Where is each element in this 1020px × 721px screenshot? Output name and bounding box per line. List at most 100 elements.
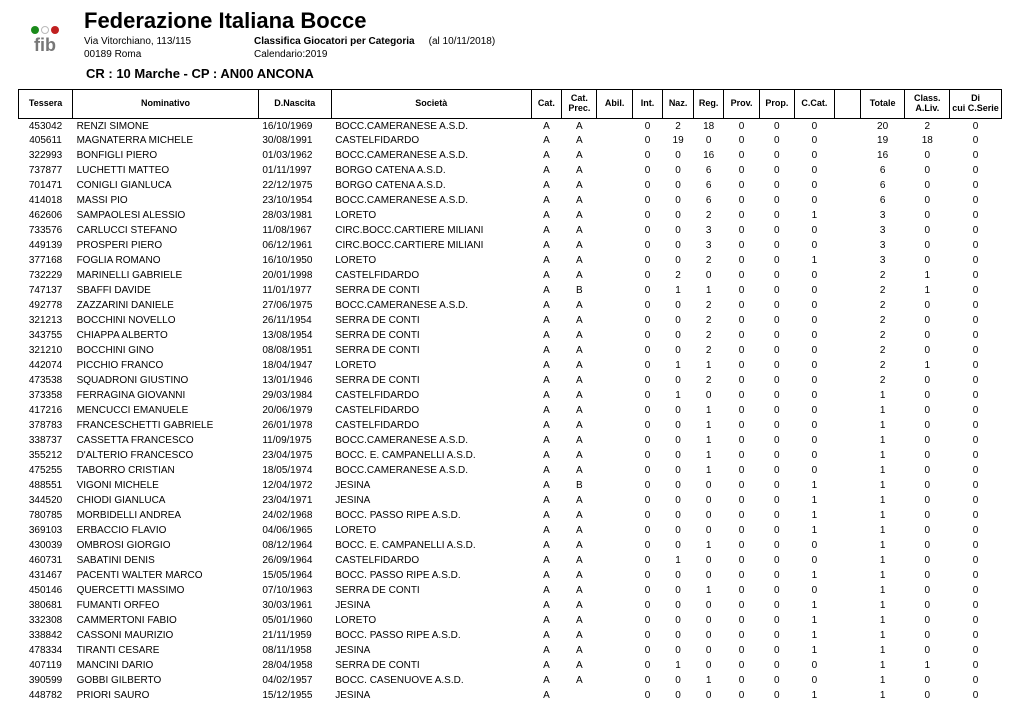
- cell-cat: A: [531, 268, 562, 283]
- cell-prov: 0: [724, 583, 759, 598]
- cell-nome: PICCHIO FRANCO: [73, 358, 259, 373]
- cell-cserie: 0: [950, 553, 1002, 568]
- cell-prov: 0: [724, 253, 759, 268]
- cell-soc: BOCC.CAMERANESE A.S.D.: [331, 148, 531, 163]
- cell-catp: A: [562, 418, 597, 433]
- cell-prop: 0: [759, 178, 794, 193]
- cell-tessera: 488551: [19, 478, 73, 493]
- cell-naz: 0: [663, 493, 694, 508]
- cell-prov: 0: [724, 538, 759, 553]
- cell-prov: 0: [724, 673, 759, 688]
- cell-dn: 11/09/1975: [258, 433, 331, 448]
- cell-prov: 0: [724, 433, 759, 448]
- cell-cserie: 0: [950, 223, 1002, 238]
- cell-prov: 0: [724, 298, 759, 313]
- cell-intp: 0: [632, 643, 663, 658]
- cell-catp: A: [562, 148, 597, 163]
- cell-tessera: 448782: [19, 688, 73, 703]
- table-row: 377168FOGLIA ROMANO16/10/1950LORETOAA002…: [19, 253, 1002, 268]
- cell-cserie: 0: [950, 523, 1002, 538]
- cell-catp: A: [562, 583, 597, 598]
- cell-soc: BOCC.CAMERANESE A.S.D.: [331, 433, 531, 448]
- cell-reg: 18: [693, 118, 724, 133]
- cell-cat: A: [531, 568, 562, 583]
- cell-abil: [597, 523, 632, 538]
- cell-tessera: 732229: [19, 268, 73, 283]
- cell-blank: [834, 553, 860, 568]
- cell-nome: CASSETTA FRANCESCO: [73, 433, 259, 448]
- cell-nome: CHIODI GIANLUCA: [73, 493, 259, 508]
- cell-cat: A: [531, 478, 562, 493]
- cell-blank: [834, 133, 860, 148]
- cell-intp: 0: [632, 583, 663, 598]
- cell-reg: 0: [693, 133, 724, 148]
- cell-nome: PACENTI WALTER MARCO: [73, 568, 259, 583]
- table-row: 338842CASSONI MAURIZIO21/11/1959BOCC. PA…: [19, 628, 1002, 643]
- cell-prov: 0: [724, 523, 759, 538]
- table-row: 321210BOCCHINI GINO08/08/1951SERRA DE CO…: [19, 343, 1002, 358]
- cell-soc: BOCC. CASENUOVE A.S.D.: [331, 673, 531, 688]
- cell-naz: 0: [663, 508, 694, 523]
- cell-tot: 1: [860, 688, 905, 703]
- cell-prop: 0: [759, 208, 794, 223]
- cell-ccat: 1: [794, 508, 834, 523]
- cell-blank: [834, 418, 860, 433]
- table-row: 462606SAMPAOLESI ALESSIO28/03/1981LORETO…: [19, 208, 1002, 223]
- cell-catp: A: [562, 598, 597, 613]
- cell-prop: 0: [759, 253, 794, 268]
- cell-abil: [597, 433, 632, 448]
- cell-nome: MORBIDELLI ANDREA: [73, 508, 259, 523]
- cell-intp: 0: [632, 253, 663, 268]
- cell-soc: LORETO: [331, 253, 531, 268]
- cell-soc: CIRC.BOCC.CARTIERE MILIANI: [331, 223, 531, 238]
- cell-prop: 0: [759, 688, 794, 703]
- cell-tot: 1: [860, 463, 905, 478]
- cell-naz: 0: [663, 373, 694, 388]
- cell-naz: 0: [663, 178, 694, 193]
- cell-classl: 0: [905, 598, 950, 613]
- cell-tot: 1: [860, 568, 905, 583]
- table-header-row: TesseraNominativoD.NascitaSocietàCat.Cat…: [19, 90, 1002, 119]
- cell-naz: 0: [663, 688, 694, 703]
- cell-intp: 0: [632, 193, 663, 208]
- cell-prov: 0: [724, 598, 759, 613]
- cell-tessera: 449139: [19, 238, 73, 253]
- cell-ccat: 1: [794, 613, 834, 628]
- cell-cserie: 0: [950, 253, 1002, 268]
- cell-prov: 0: [724, 343, 759, 358]
- cell-abil: [597, 493, 632, 508]
- cell-nome: VIGONI MICHELE: [73, 478, 259, 493]
- cell-nome: FOGLIA ROMANO: [73, 253, 259, 268]
- cell-tessera: 380681: [19, 598, 73, 613]
- cell-nome: MENCUCCI EMANUELE: [73, 403, 259, 418]
- cell-tot: 19: [860, 133, 905, 148]
- cell-naz: 0: [663, 538, 694, 553]
- cell-prov: 0: [724, 508, 759, 523]
- cell-classl: 0: [905, 193, 950, 208]
- cell-nome: GOBBI GILBERTO: [73, 673, 259, 688]
- cell-tot: 1: [860, 418, 905, 433]
- cell-tot: 3: [860, 208, 905, 223]
- cell-abil: [597, 253, 632, 268]
- cell-soc: CASTELFIDARDO: [331, 388, 531, 403]
- table-row: 322993BONFIGLI PIERO01/03/1962BOCC.CAMER…: [19, 148, 1002, 163]
- cell-catp: B: [562, 283, 597, 298]
- cell-dn: 04/02/1957: [258, 673, 331, 688]
- cell-tessera: 322993: [19, 148, 73, 163]
- cell-intp: 0: [632, 433, 663, 448]
- cell-prov: 0: [724, 658, 759, 673]
- cell-dn: 13/08/1954: [258, 328, 331, 343]
- cell-catp: A: [562, 358, 597, 373]
- cell-naz: 0: [663, 418, 694, 433]
- cell-catp: A: [562, 268, 597, 283]
- cell-classl: 0: [905, 463, 950, 478]
- table-row: 338737CASSETTA FRANCESCO11/09/1975BOCC.C…: [19, 433, 1002, 448]
- table-row: 478334TIRANTI CESARE08/11/1958JESINAAA00…: [19, 643, 1002, 658]
- cell-intp: 0: [632, 208, 663, 223]
- cell-nome: SBAFFI DAVIDE: [73, 283, 259, 298]
- cell-prov: 0: [724, 208, 759, 223]
- cell-prop: 0: [759, 193, 794, 208]
- cell-classl: 0: [905, 538, 950, 553]
- table-row: 733576CARLUCCI STEFANO11/08/1967CIRC.BOC…: [19, 223, 1002, 238]
- cell-blank: [834, 253, 860, 268]
